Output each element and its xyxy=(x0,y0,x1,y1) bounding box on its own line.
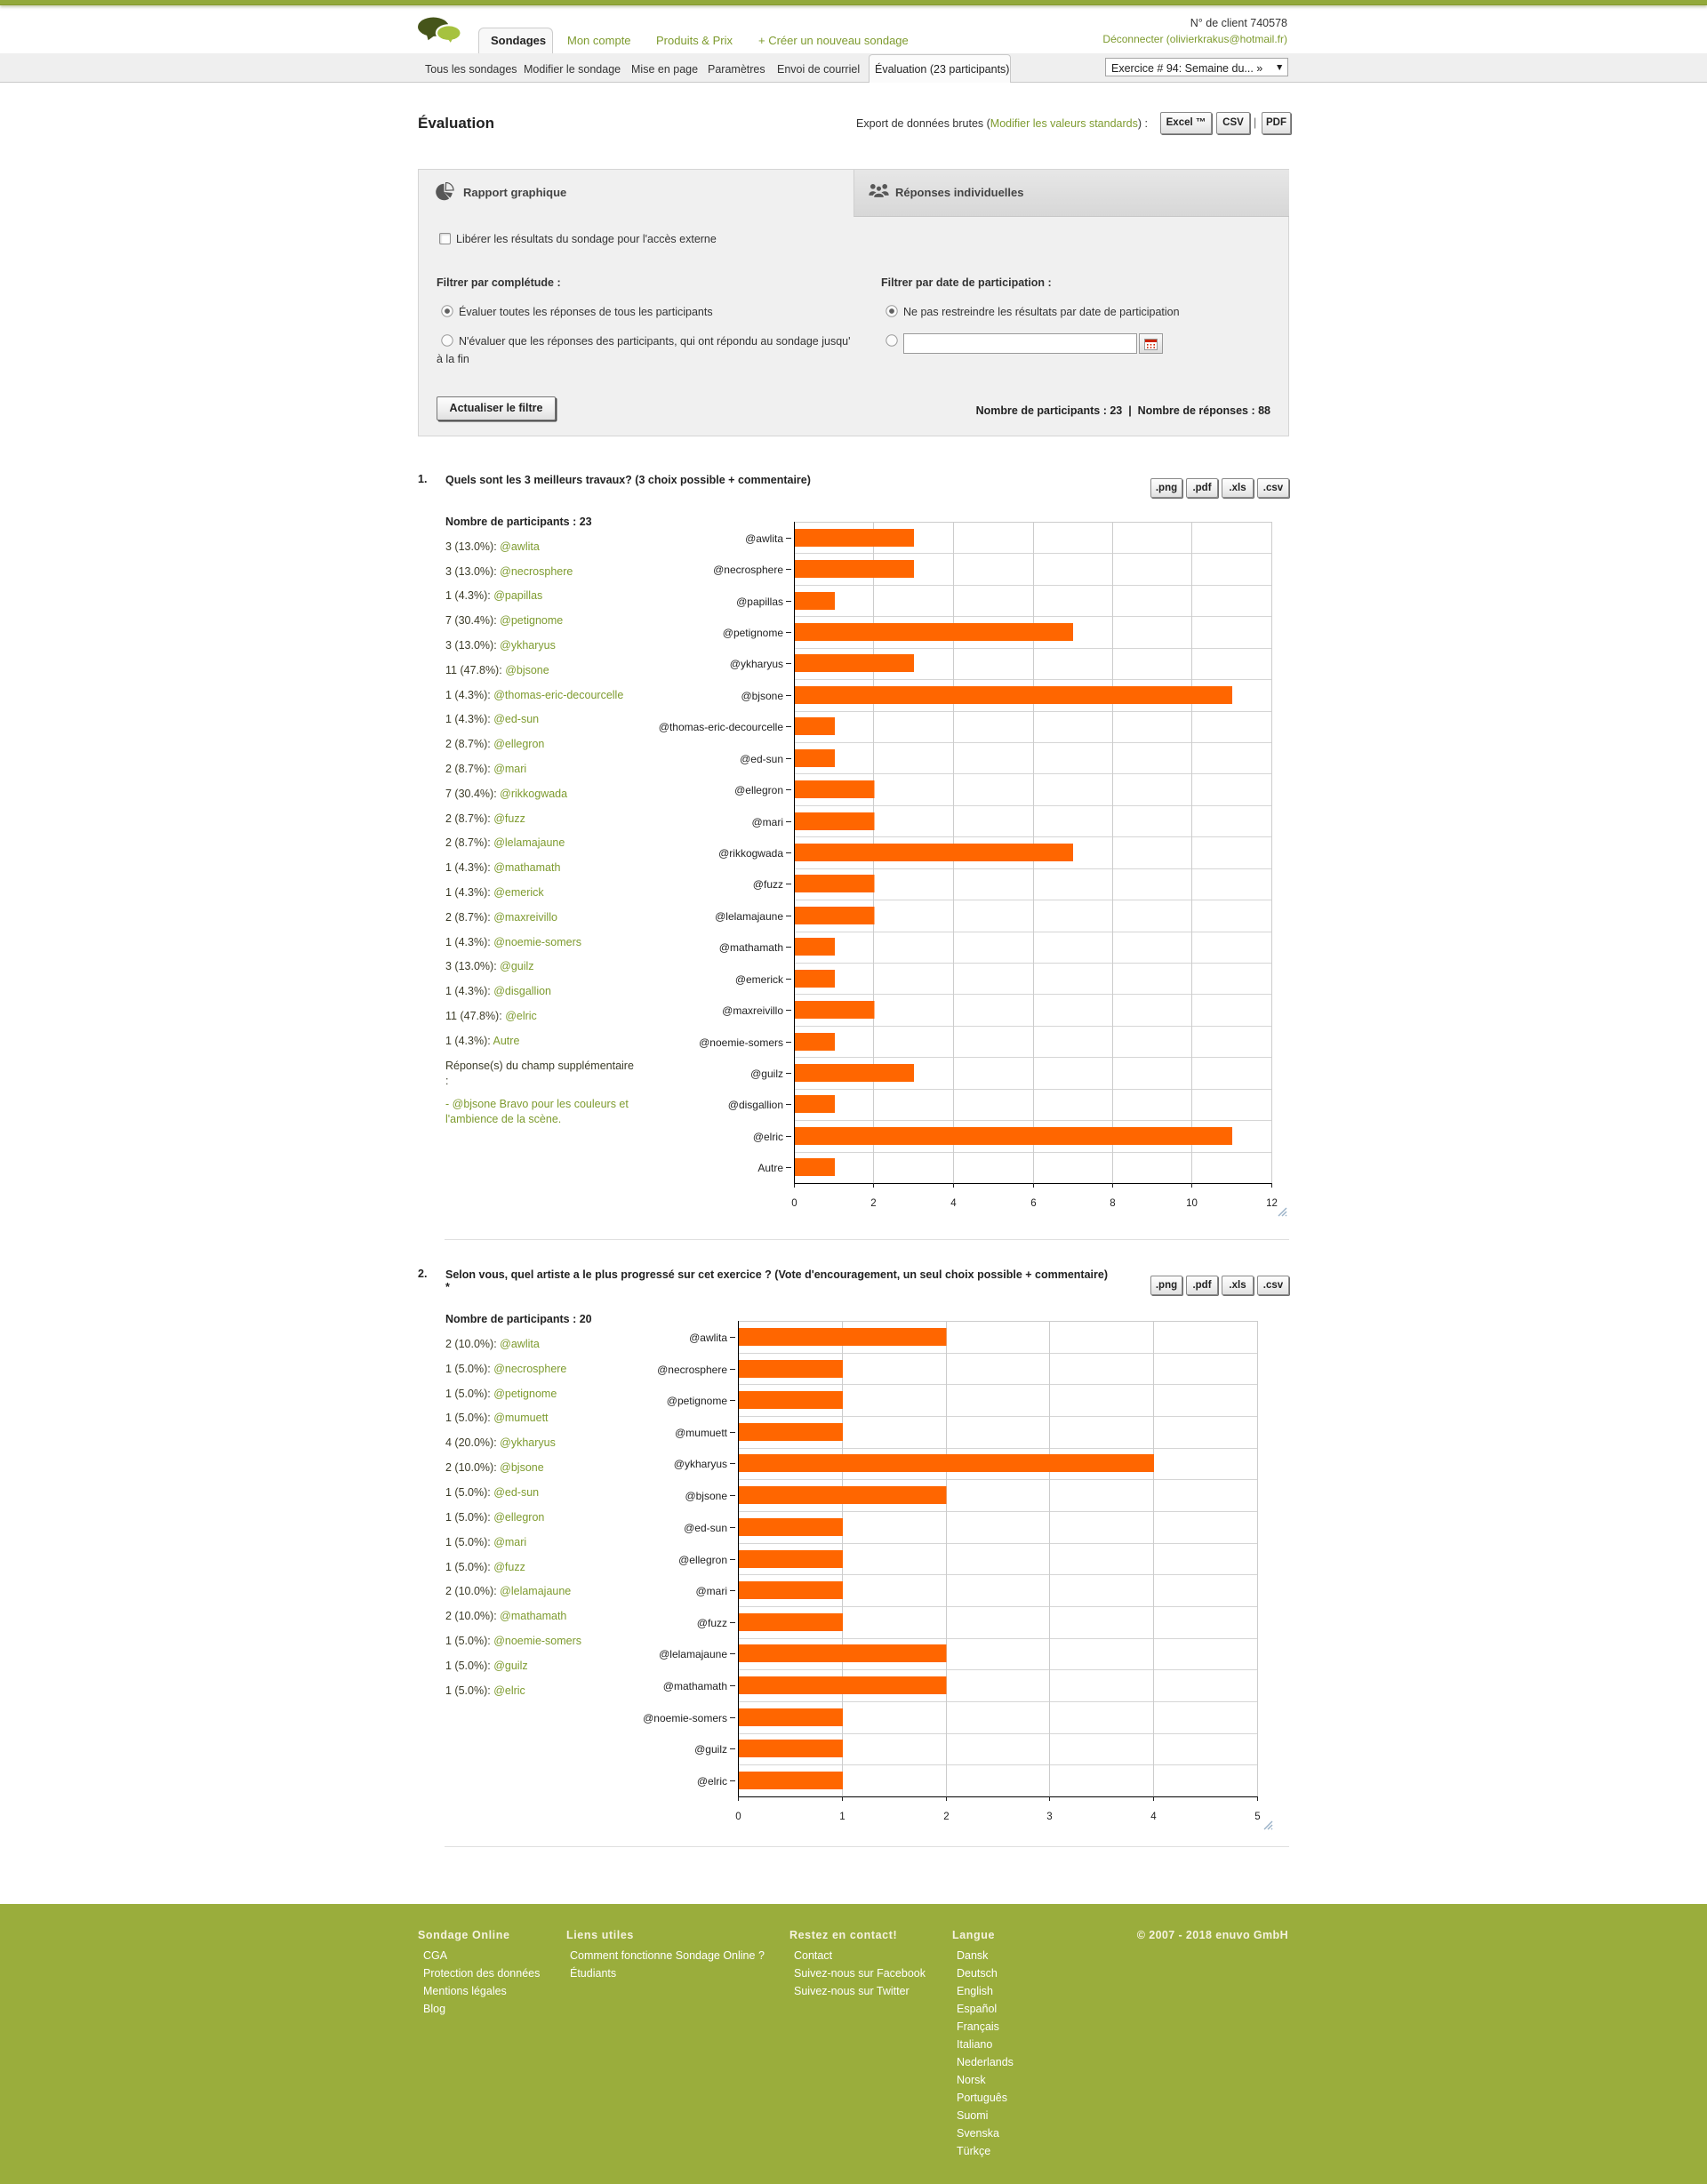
svg-text:@ed-sun: @ed-sun xyxy=(740,753,783,765)
svg-text:4: 4 xyxy=(1150,1812,1157,1822)
svg-text:4: 4 xyxy=(950,1198,957,1209)
svg-text:0: 0 xyxy=(735,1812,741,1822)
svg-text:@mari: @mari xyxy=(751,816,783,828)
svg-text:12: 12 xyxy=(1266,1198,1278,1209)
svg-text:@fuzz: @fuzz xyxy=(753,878,783,891)
svg-text:@elric: @elric xyxy=(753,1131,783,1143)
svg-text:@necrosphere: @necrosphere xyxy=(657,1364,727,1376)
svg-text:@petignome: @petignome xyxy=(667,1395,728,1407)
svg-text:@ellegron: @ellegron xyxy=(734,784,783,796)
svg-text:@ykharyus: @ykharyus xyxy=(674,1458,727,1470)
svg-text:@lelamajaune: @lelamajaune xyxy=(715,910,783,923)
svg-text:@ykharyus: @ykharyus xyxy=(730,658,783,670)
svg-text:@lelamajaune: @lelamajaune xyxy=(659,1648,727,1660)
svg-text:10: 10 xyxy=(1186,1198,1198,1209)
svg-text:@maxreivillo: @maxreivillo xyxy=(722,1004,783,1017)
svg-text:@ellegron: @ellegron xyxy=(678,1554,727,1566)
svg-text:@elric: @elric xyxy=(697,1775,727,1788)
svg-text:0: 0 xyxy=(791,1198,797,1209)
svg-text:@noemie-somers: @noemie-somers xyxy=(643,1712,727,1724)
svg-text:@mumuett: @mumuett xyxy=(675,1427,728,1439)
svg-text:@ed-sun: @ed-sun xyxy=(684,1522,727,1534)
svg-text:@fuzz: @fuzz xyxy=(697,1617,727,1629)
svg-text:@guilz: @guilz xyxy=(694,1743,727,1756)
svg-text:Autre: Autre xyxy=(757,1162,783,1174)
svg-text:@bjsone: @bjsone xyxy=(685,1490,727,1502)
svg-text:@guilz: @guilz xyxy=(750,1068,783,1080)
svg-text:@disgallion: @disgallion xyxy=(728,1099,783,1111)
svg-text:@mathamath: @mathamath xyxy=(719,941,783,954)
svg-text:@noemie-somers: @noemie-somers xyxy=(699,1036,783,1049)
svg-text:@rikkogwada: @rikkogwada xyxy=(718,847,783,860)
svg-text:3: 3 xyxy=(1046,1812,1052,1822)
svg-text:@papillas: @papillas xyxy=(736,596,783,608)
svg-text:@thomas-eric-decourcelle: @thomas-eric-decourcelle xyxy=(659,721,784,733)
svg-text:@petignome: @petignome xyxy=(723,627,784,639)
svg-text:8: 8 xyxy=(1110,1198,1115,1209)
svg-text:@awlita: @awlita xyxy=(689,1332,727,1344)
svg-text:2: 2 xyxy=(943,1812,949,1822)
svg-text:@mari: @mari xyxy=(695,1585,727,1597)
svg-text:1: 1 xyxy=(839,1812,845,1822)
svg-text:5: 5 xyxy=(1254,1812,1260,1822)
svg-text:@awlita: @awlita xyxy=(745,532,783,545)
svg-text:@mathamath: @mathamath xyxy=(663,1680,727,1692)
svg-text:@emerick: @emerick xyxy=(735,973,784,986)
svg-text:6: 6 xyxy=(1030,1198,1036,1209)
svg-text:@bjsone: @bjsone xyxy=(741,690,783,702)
svg-text:@necrosphere: @necrosphere xyxy=(713,564,783,576)
svg-text:2: 2 xyxy=(870,1198,876,1209)
